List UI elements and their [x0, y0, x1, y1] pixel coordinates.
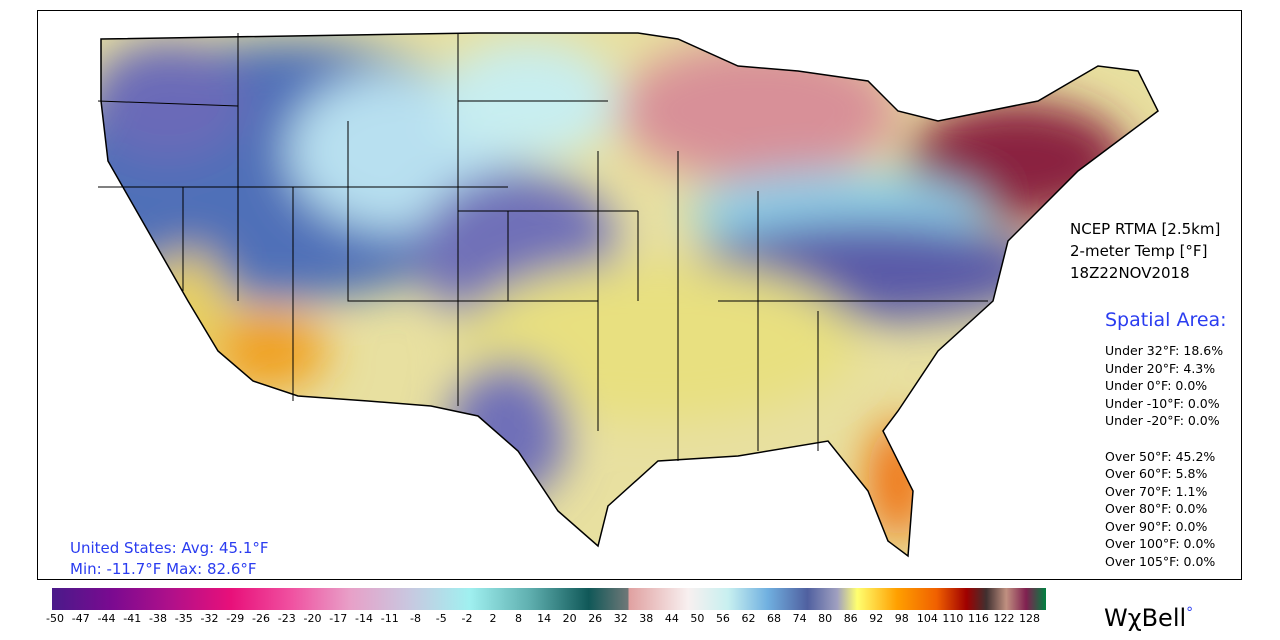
colorbar-tick-label: 116	[967, 612, 989, 625]
logo-mark: °	[1186, 605, 1194, 621]
colorbar-tick-label: -47	[71, 612, 90, 625]
stat-over-80: Over 80°F: 0.0%	[1105, 501, 1208, 516]
colorbar-labels: -50 -47 -44 -41 -38 -35 -32 -29 -26 -23 -20 -17 -14-…	[40, 612, 1050, 628]
spatial-stats: Under 32°F: 18.6% Under 20°F: 4.3% Under…	[1105, 342, 1223, 570]
logo-text: WχBell	[1104, 604, 1187, 632]
colorbar-tick-label: 26	[588, 612, 603, 625]
colorbar-tick-label: -20	[303, 612, 322, 625]
state-borders	[97, 33, 988, 461]
temperature-map	[97, 32, 1159, 558]
colorbar-tick-label: -5	[435, 612, 447, 625]
colorbar-tick-label: -8	[410, 612, 421, 625]
map-frame	[37, 10, 1242, 580]
colorbar-tick-label: -44	[97, 612, 116, 625]
colorbar-tick-label: -41	[123, 612, 142, 625]
colorbar-tick-label: -14	[355, 612, 373, 625]
colorbar-tick-label: -35	[174, 612, 193, 625]
colorbar-tick-label: 128	[1019, 612, 1041, 625]
map-title: NCEP RTMA [2.5km] 2-meter Temp [°F] 18Z2…	[1070, 218, 1220, 284]
stat-over-60: Over 60°F: 5.8%	[1105, 466, 1208, 481]
stat-under-minus20: Under -20°F: 0.0%	[1105, 413, 1220, 428]
us-outline	[100, 32, 1159, 558]
colorbar-tick-label: 110	[942, 612, 964, 625]
colorbar-tick-label: 68	[767, 612, 782, 625]
colorbar-tick-label: -17	[329, 612, 348, 625]
colorbar-tick-label: 32	[613, 612, 628, 625]
variable-name: 2-meter Temp [°F]	[1070, 242, 1208, 260]
colorbar-tick-label: 86	[843, 612, 858, 625]
colorbar-tick-label: -2	[461, 612, 473, 625]
min-max-temp: Min: -11.7°F Max: 82.6°F	[70, 560, 257, 578]
stat-under-32: Under 32°F: 18.6%	[1105, 343, 1224, 358]
colorbar-tick-label: 56	[715, 612, 730, 625]
summary-stats: United States: Avg: 45.1°F Min: -11.7°F …	[70, 538, 269, 580]
stat-under-20: Under 20°F: 4.3%	[1105, 360, 1216, 376]
colorbar-tick-label: -50	[46, 612, 64, 625]
colorbar-tick-label: 62	[741, 612, 756, 625]
colorbar-tick-label: 74	[792, 612, 807, 625]
colorbar-tick-label: -11	[380, 612, 399, 625]
stat-over-70: Over 70°F: 1.1%	[1105, 483, 1208, 499]
colorbar-tick-label: 20	[562, 612, 577, 625]
colorbar-tick-label: 50	[690, 612, 705, 625]
colorbar-tick-label: 92	[869, 612, 884, 625]
colorbar-tick-label: -38	[149, 612, 167, 625]
colorbar-tick-label: -32	[200, 612, 219, 625]
stat-over-105: Over 105°F: 0.0%	[1105, 553, 1216, 569]
stat-under-0: Under 0°F: 0.0%	[1105, 378, 1208, 393]
colorbar	[52, 588, 1046, 610]
stat-under-minus10: Under -10°F: 0.0%	[1105, 395, 1220, 411]
colorbar-tick-label: -26	[252, 612, 270, 625]
spatial-area-heading: Spatial Area:	[1105, 309, 1227, 331]
average-temp: United States: Avg: 45.1°F	[70, 539, 269, 557]
product-name: NCEP RTMA [2.5km]	[1070, 220, 1221, 238]
colorbar-tick-label: 8	[515, 612, 523, 625]
colorbar-tick-label: -23	[277, 612, 296, 625]
valid-time: 18Z22NOV2018	[1070, 264, 1190, 282]
colorbar-tick-label: 122	[993, 612, 1015, 625]
colorbar-tick-label: 2	[489, 612, 497, 625]
colorbar-tick-label: 44	[664, 612, 679, 625]
colorbar-tick-label: 98	[894, 612, 909, 625]
temperature-field	[101, 33, 1158, 556]
colorbar-tick-label: 104	[916, 612, 938, 625]
colorbar-tick-label: 38	[639, 612, 654, 625]
colorbar-tick-label: -29	[226, 612, 245, 625]
stat-over-90: Over 90°F: 0.0%	[1105, 518, 1208, 534]
stat-over-100: Over 100°F: 0.0%	[1105, 536, 1216, 551]
colorbar-tick-label: 14	[537, 612, 552, 625]
colorbar-tick-label: 80	[818, 612, 833, 625]
wxbell-logo: WχBell°	[1104, 604, 1193, 632]
stat-over-50: Over 50°F: 45.2%	[1105, 448, 1216, 464]
